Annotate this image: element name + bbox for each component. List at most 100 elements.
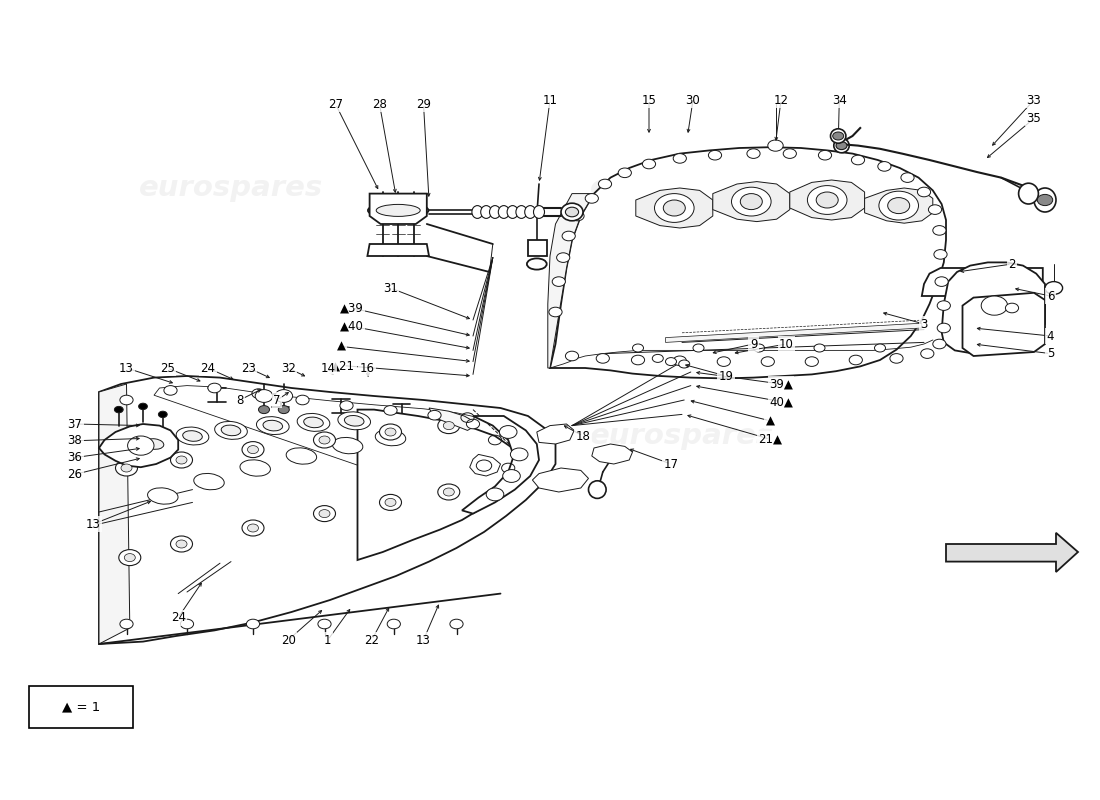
Circle shape — [114, 406, 123, 413]
Circle shape — [768, 140, 783, 151]
Text: 29: 29 — [416, 98, 431, 110]
Circle shape — [740, 194, 762, 210]
Circle shape — [921, 349, 934, 358]
Polygon shape — [99, 384, 130, 644]
Circle shape — [319, 436, 330, 444]
Polygon shape — [942, 262, 1045, 354]
Text: ▲: ▲ — [766, 414, 774, 427]
Circle shape — [1005, 303, 1019, 313]
Circle shape — [275, 390, 293, 402]
Circle shape — [933, 226, 946, 235]
Circle shape — [1045, 282, 1063, 294]
Circle shape — [708, 150, 722, 160]
Circle shape — [761, 357, 774, 366]
Circle shape — [631, 355, 645, 365]
Circle shape — [807, 186, 847, 214]
Text: 13: 13 — [86, 518, 101, 530]
Circle shape — [340, 401, 353, 410]
Text: 8: 8 — [236, 394, 243, 406]
Circle shape — [158, 411, 167, 418]
Circle shape — [673, 154, 686, 163]
Circle shape — [438, 418, 460, 434]
Text: 6: 6 — [1047, 290, 1054, 302]
Ellipse shape — [194, 474, 224, 490]
Ellipse shape — [176, 427, 209, 445]
Text: 34: 34 — [832, 94, 847, 106]
Text: 23: 23 — [241, 362, 256, 374]
Ellipse shape — [367, 202, 429, 218]
Ellipse shape — [527, 258, 547, 270]
Circle shape — [879, 191, 918, 220]
Polygon shape — [532, 468, 588, 492]
Text: 25: 25 — [160, 362, 175, 374]
Polygon shape — [922, 268, 1043, 296]
Circle shape — [278, 406, 289, 414]
Ellipse shape — [830, 129, 846, 143]
Text: 35: 35 — [1026, 112, 1042, 125]
Circle shape — [679, 360, 690, 368]
Text: 12: 12 — [773, 94, 789, 106]
Circle shape — [565, 207, 579, 217]
Circle shape — [503, 470, 520, 482]
Circle shape — [937, 301, 950, 310]
Circle shape — [248, 524, 258, 532]
Text: 39▲: 39▲ — [769, 378, 793, 390]
Circle shape — [874, 344, 886, 352]
Circle shape — [666, 358, 676, 366]
Circle shape — [387, 619, 400, 629]
Text: ▲21: ▲21 — [331, 359, 355, 372]
Circle shape — [170, 452, 192, 468]
Ellipse shape — [344, 415, 364, 426]
Circle shape — [438, 484, 460, 500]
Circle shape — [632, 344, 644, 352]
Polygon shape — [790, 180, 865, 220]
Circle shape — [901, 173, 914, 182]
Circle shape — [654, 194, 694, 222]
Polygon shape — [548, 194, 594, 368]
Circle shape — [248, 446, 258, 454]
Circle shape — [596, 354, 609, 363]
Circle shape — [258, 406, 270, 414]
Polygon shape — [462, 416, 539, 514]
Ellipse shape — [144, 438, 164, 450]
Ellipse shape — [525, 206, 536, 218]
Text: 13: 13 — [416, 634, 431, 646]
Text: 40▲: 40▲ — [769, 395, 793, 408]
Ellipse shape — [516, 206, 527, 218]
Circle shape — [816, 192, 838, 208]
Polygon shape — [865, 188, 933, 223]
Text: 7: 7 — [274, 394, 280, 406]
Text: 20: 20 — [280, 634, 296, 646]
Circle shape — [443, 422, 454, 430]
Polygon shape — [370, 194, 427, 224]
Circle shape — [128, 436, 154, 455]
Circle shape — [917, 187, 931, 197]
Circle shape — [890, 354, 903, 363]
Circle shape — [246, 619, 260, 629]
Text: ▲39: ▲39 — [340, 302, 364, 314]
Text: 37: 37 — [67, 418, 82, 430]
Ellipse shape — [1019, 183, 1038, 204]
Circle shape — [450, 619, 463, 629]
Circle shape — [598, 179, 612, 189]
Circle shape — [314, 506, 336, 522]
Text: 30: 30 — [685, 94, 701, 106]
Ellipse shape — [490, 206, 500, 218]
Circle shape — [818, 150, 832, 160]
Circle shape — [878, 162, 891, 171]
Polygon shape — [550, 147, 946, 378]
Ellipse shape — [534, 206, 544, 218]
Text: 26: 26 — [67, 468, 82, 481]
Circle shape — [833, 132, 844, 140]
Ellipse shape — [472, 206, 483, 218]
Ellipse shape — [214, 422, 248, 439]
Text: 36: 36 — [67, 451, 82, 464]
Text: 31: 31 — [383, 282, 398, 294]
Text: 32: 32 — [280, 362, 296, 374]
Circle shape — [552, 277, 565, 286]
Circle shape — [176, 540, 187, 548]
Circle shape — [783, 149, 796, 158]
Circle shape — [385, 498, 396, 506]
Circle shape — [571, 211, 584, 221]
Circle shape — [585, 194, 598, 203]
